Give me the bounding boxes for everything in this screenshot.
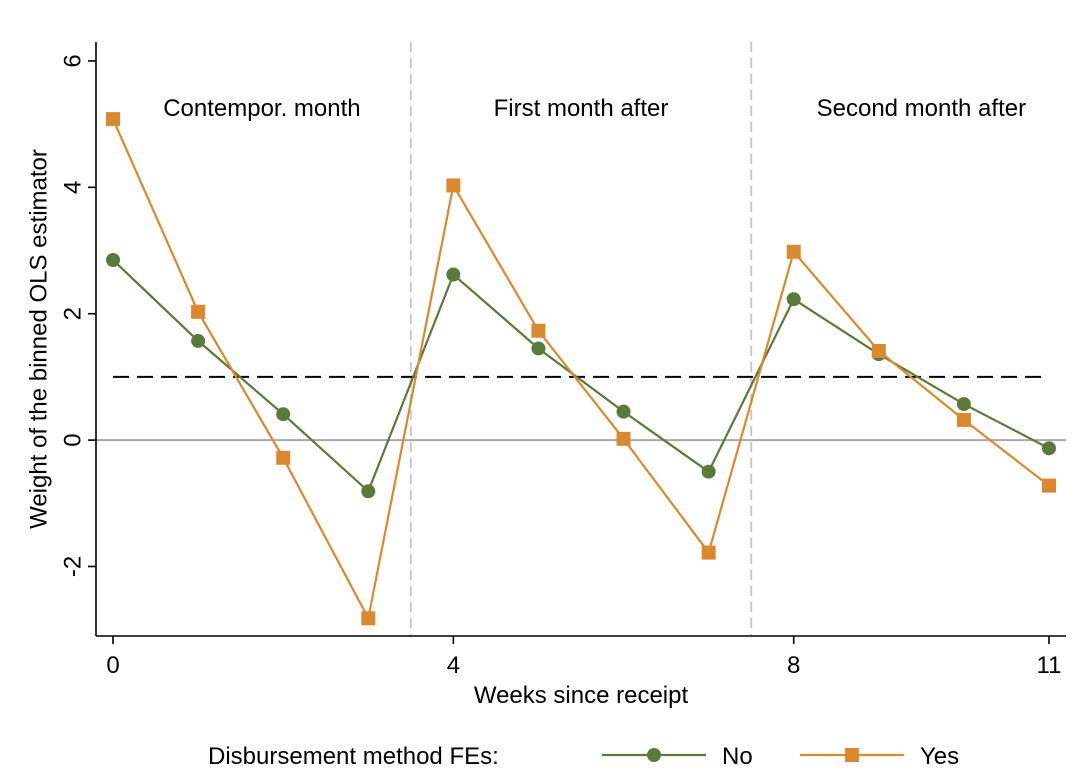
point-no bbox=[616, 404, 631, 419]
point-no bbox=[276, 407, 291, 422]
point-yes bbox=[701, 545, 716, 560]
series-line-yes bbox=[112, 118, 1050, 622]
legend-title: Disbursement method FEs: bbox=[208, 743, 499, 770]
legend-item-yes: Yes bbox=[800, 743, 959, 770]
y-tick-label: 6 bbox=[59, 54, 86, 67]
point-no bbox=[701, 464, 716, 479]
chart-text: -2 0 2 4 6 0 4 8 11 Weeks since receipt Weight of … bbox=[25, 54, 1061, 709]
point-no bbox=[786, 292, 801, 307]
point-yes bbox=[956, 412, 971, 427]
x-tick-label: 8 bbox=[787, 652, 800, 679]
y-axis-title: Weight of the binned OLS estimator bbox=[25, 149, 52, 529]
section-label-0: Contempor. month bbox=[163, 95, 360, 122]
point-no bbox=[361, 484, 376, 499]
point-yes bbox=[361, 611, 376, 626]
point-no bbox=[531, 341, 546, 356]
plot-area bbox=[96, 42, 1066, 636]
x-tick-label: 4 bbox=[447, 652, 460, 679]
point-no bbox=[446, 267, 461, 282]
legend: Disbursement method FEs: No Yes bbox=[208, 743, 959, 770]
point-yes bbox=[276, 450, 291, 465]
legend-marker-yes bbox=[845, 748, 859, 762]
point-yes bbox=[1041, 478, 1056, 493]
section-label-1: First month after bbox=[494, 95, 669, 122]
point-yes bbox=[871, 344, 886, 359]
point-yes bbox=[616, 431, 631, 446]
axes bbox=[88, 42, 1066, 644]
legend-item-no: No bbox=[602, 743, 753, 770]
point-no bbox=[1041, 441, 1056, 456]
legend-label-yes: Yes bbox=[920, 743, 959, 770]
legend-label-no: No bbox=[722, 743, 753, 770]
x-tick-label: 11 bbox=[1037, 652, 1062, 679]
x-tick-label: 0 bbox=[106, 652, 119, 679]
point-yes bbox=[786, 244, 801, 259]
point-no bbox=[191, 333, 206, 348]
point-no bbox=[956, 397, 971, 412]
point-yes bbox=[106, 112, 121, 127]
y-tick-label: -2 bbox=[59, 556, 86, 577]
x-axis-title: Weeks since receipt bbox=[474, 682, 689, 709]
y-tick-label: 2 bbox=[59, 307, 86, 320]
section-label-2: Second month after bbox=[817, 95, 1026, 122]
point-yes bbox=[446, 178, 461, 193]
y-tick-label: 0 bbox=[59, 433, 86, 446]
point-yes bbox=[191, 304, 206, 319]
y-tick-label: 4 bbox=[59, 181, 86, 194]
legend-marker-no bbox=[647, 748, 661, 762]
point-yes bbox=[531, 323, 546, 338]
point-no bbox=[106, 253, 121, 268]
